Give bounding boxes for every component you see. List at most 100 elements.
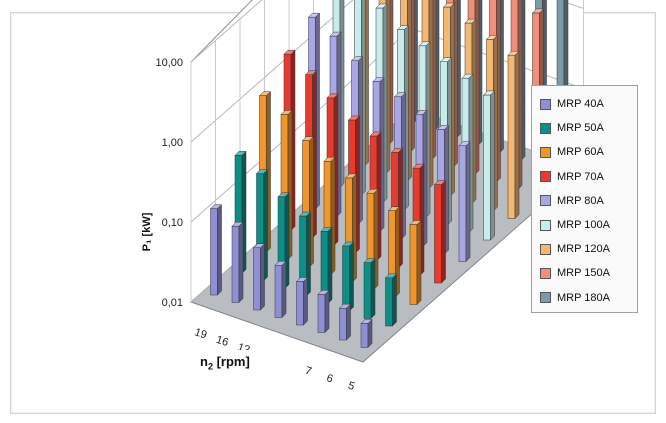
bar-mrp-70a-5 — [433, 179, 447, 284]
legend-item: MRP 150A — [540, 263, 610, 283]
bar-side — [370, 257, 376, 320]
legend-item: MRP 60A — [540, 142, 604, 162]
bar-top — [283, 49, 296, 55]
y-tick-label: 1,00 — [162, 137, 183, 149]
bar-top — [387, 206, 401, 211]
bar-mrp-40a-19 — [209, 204, 223, 296]
bar-front — [360, 323, 369, 348]
bar-mrp-50a-19 — [234, 150, 247, 275]
legend-label: MRP 80A — [557, 194, 604, 207]
bar-side — [281, 260, 287, 319]
bar-mrp-120a-5 — [507, 50, 520, 220]
bar-front — [507, 54, 516, 219]
bar-top — [326, 93, 339, 99]
bar-mrp-50a-7 — [341, 241, 355, 312]
bar-mrp-50a-5 — [384, 273, 398, 327]
legend-swatch — [540, 267, 551, 279]
legend-item: MRP 180A — [540, 288, 610, 308]
legend-item: MRP 120A — [540, 239, 610, 259]
bar-top — [252, 243, 266, 248]
bar-top — [384, 273, 398, 279]
bar-top — [280, 110, 293, 115]
bar-top — [350, 56, 364, 61]
legend-label: MRP 70A — [557, 170, 604, 183]
x-tick-label: 6 — [325, 372, 335, 385]
bar-top — [412, 163, 425, 169]
legend-swatch — [540, 122, 551, 134]
chart-legend: MRP 40A MRP 50A MRP 60A MRP 70A MRP 80A MRP 1… — [531, 85, 638, 313]
bar-top — [390, 147, 404, 153]
bar-front — [342, 245, 350, 312]
bar-mrp-50a-6 — [363, 257, 376, 320]
bar-front — [231, 225, 240, 303]
bar-top — [372, 77, 385, 82]
bar-side — [217, 204, 222, 296]
bar-top — [274, 260, 287, 266]
bar-front — [210, 208, 218, 296]
bar-mrp-40a-7 — [317, 289, 330, 334]
bar-top — [507, 50, 520, 56]
bar-top — [396, 25, 410, 30]
bar-mrp-50a-8 — [320, 226, 333, 305]
bar-side — [441, 179, 446, 284]
bar-side — [465, 141, 471, 263]
y-axis-title: P₁ [kW] — [141, 212, 153, 251]
bar-front — [339, 307, 347, 341]
bar-top — [320, 227, 333, 232]
y-tick-label: 0,10 — [162, 217, 183, 229]
legend-swatch — [540, 243, 551, 255]
legend-swatch — [540, 146, 551, 158]
bar-top — [366, 188, 379, 194]
bar-top — [363, 258, 376, 263]
legend-label: MRP 40A — [557, 98, 604, 110]
bar-front — [317, 294, 326, 333]
bar-side — [349, 241, 354, 312]
bar-mrp-40a-8 — [295, 276, 309, 326]
legend-item: MRP 40A — [540, 94, 604, 114]
bar-top — [329, 31, 342, 37]
bar-top — [436, 125, 450, 130]
bar-front — [363, 262, 372, 319]
bar-top — [255, 169, 269, 174]
bar-top — [464, 18, 477, 24]
legend-label: MRP 180A — [557, 291, 610, 304]
bar-front — [385, 277, 393, 327]
bar-top — [277, 192, 290, 198]
bar-mrp-40a-6 — [338, 303, 352, 341]
legend-swatch — [540, 98, 551, 110]
bar-top — [307, 12, 321, 18]
bar-side — [416, 219, 422, 306]
bar-top — [295, 277, 309, 282]
bar-mrp-40a-9 — [274, 260, 287, 319]
bar-mrp-80a-5 — [458, 141, 471, 263]
bar-top — [317, 290, 330, 295]
bar-mrp-60a-5 — [409, 219, 422, 306]
y-tick-label: 0,01 — [162, 297, 183, 309]
bar-top — [458, 141, 471, 146]
bar-top — [347, 115, 361, 121]
bar-top — [209, 204, 223, 209]
bar-top — [338, 303, 352, 309]
bar-mrp-40a-12 — [252, 243, 266, 311]
bar-front — [434, 184, 442, 284]
bar-top — [442, 2, 456, 8]
bar-mrp-100a-5 — [482, 90, 496, 241]
bar-top — [369, 131, 382, 137]
bar-top — [258, 91, 272, 96]
bar-front — [483, 94, 491, 241]
bar-top — [418, 41, 431, 47]
bar-side — [392, 273, 397, 327]
legend-label: MRP 50A — [557, 122, 604, 135]
bar-top — [375, 3, 388, 9]
bar-side — [303, 276, 308, 326]
bar-side — [260, 243, 265, 311]
bar-top — [323, 157, 336, 162]
bar-side — [490, 90, 495, 241]
bar-top — [415, 109, 428, 115]
legend-item: MRP 80A — [540, 191, 604, 211]
bar-top — [304, 70, 318, 75]
bar-top — [485, 35, 499, 40]
bar-top — [301, 136, 315, 141]
legend-swatch — [540, 219, 551, 231]
